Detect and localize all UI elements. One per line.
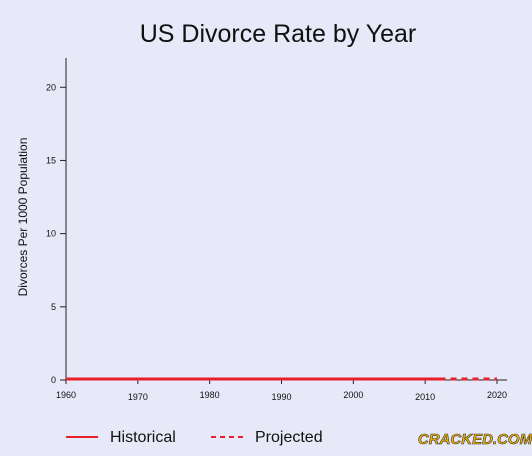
x-tick-label: 2000 [343, 390, 363, 400]
x-tick-label: 1960 [56, 390, 76, 400]
y-tick-label: 10 [46, 229, 56, 239]
legend-label-historical: Historical [110, 429, 176, 446]
y-tick-label: 20 [46, 82, 56, 92]
y-tick-label: 15 [46, 155, 56, 165]
y-tick-label: 5 [51, 302, 56, 312]
x-tick-label: 1990 [271, 392, 291, 402]
x-tick-label: 1980 [200, 390, 220, 400]
legend: Historical Projected [66, 429, 323, 446]
x-tick-label: 2020 [487, 390, 507, 400]
chart-title: US Divorce Rate by Year [140, 20, 417, 48]
cracked-logo-text: CRACKED.COM [418, 431, 532, 448]
y-axis-label: Divorces Per 1000 Population [16, 138, 30, 297]
y-tick-label: 0 [51, 375, 56, 385]
y-axis-ticks: 0 5 10 15 20 [46, 82, 66, 385]
x-tick-label: 1970 [128, 392, 148, 402]
x-axis-ticks: 1960 1970 1980 1990 2000 2010 2020 [56, 380, 507, 402]
cracked-logo: CRACKED.COM [418, 431, 532, 449]
legend-label-projected: Projected [255, 429, 323, 446]
x-tick-label: 2010 [415, 392, 435, 402]
